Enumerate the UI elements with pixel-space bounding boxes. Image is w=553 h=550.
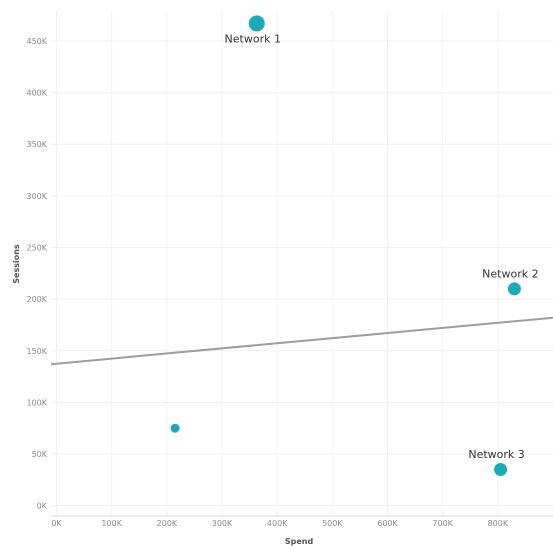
x-tick-label: 800K — [488, 519, 509, 528]
y-tick-label: 50K — [32, 450, 48, 459]
y-tick-label: 0K — [37, 502, 48, 511]
x-tick-label: 300K — [212, 519, 233, 528]
y-tick-label: 250K — [26, 244, 47, 253]
x-tick-label: 400K — [267, 519, 288, 528]
y-tick-label: 400K — [26, 89, 47, 98]
data-point-label: Network 1 — [225, 32, 281, 45]
trend-line — [50, 316, 553, 366]
data-point-label: Network 2 — [482, 267, 538, 280]
x-tick-label: 0K — [51, 519, 62, 528]
data-point[interactable] — [170, 423, 180, 433]
y-tick-label: 100K — [26, 398, 47, 407]
y-tick-label: 150K — [26, 347, 47, 356]
y-tick-label: 350K — [26, 140, 47, 149]
y-axis-title: Sessions — [12, 244, 21, 284]
data-point[interactable] — [507, 282, 521, 296]
trend-layer — [50, 316, 553, 366]
data-point[interactable] — [494, 463, 508, 477]
label-layer: Network 1 Network 2 Network 3 — [225, 32, 539, 461]
x-tick-label: 700K — [432, 519, 453, 528]
x-axis-title: Spend — [285, 537, 314, 546]
x-tick-label: 100K — [101, 519, 122, 528]
grid-layer — [51, 10, 553, 516]
axis-layer: 0K 50K 100K 150K 200K 250K 300K 350K 400K 450K 0K 1… — [26, 37, 553, 528]
x-tick-label: 600K — [377, 519, 398, 528]
data-point-label: Network 3 — [468, 448, 524, 461]
y-tick-label: 300K — [26, 192, 47, 201]
x-tick-label: 200K — [157, 519, 178, 528]
x-tick-label: 500K — [322, 519, 343, 528]
y-tick-label: 200K — [26, 295, 47, 304]
point-layer — [170, 15, 521, 477]
data-point[interactable] — [248, 15, 265, 32]
y-tick-label: 450K — [26, 37, 47, 46]
